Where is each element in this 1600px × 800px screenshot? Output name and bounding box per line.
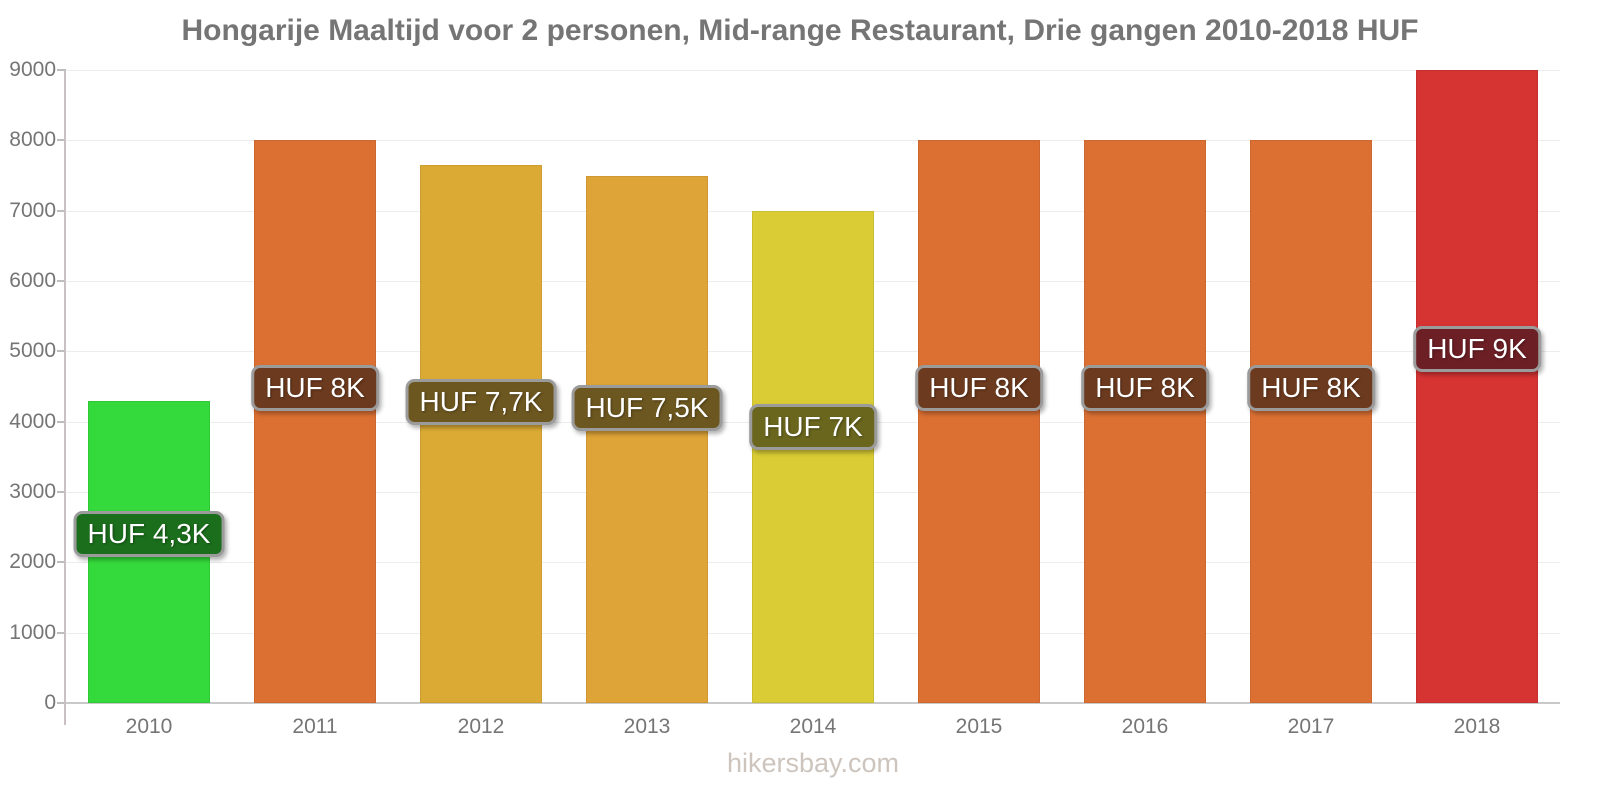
x-tick-label-2018: 2018: [1453, 715, 1501, 738]
y-tick-label-8000: 8000: [9, 128, 56, 152]
bar-2015[interactable]: [918, 140, 1040, 703]
bar-value-label-2016: HUF 8K: [1081, 364, 1209, 411]
x-tick-label-2017: 2017: [1287, 715, 1335, 738]
bar-2014[interactable]: [752, 210, 874, 703]
gridline-9000: [66, 70, 1560, 71]
y-axis-line: [64, 70, 66, 725]
bar-value-label-2018: HUF 9K: [1413, 325, 1541, 372]
x-tick-label-2012: 2012: [457, 715, 505, 738]
y-axis-tick-0: [57, 702, 66, 704]
bar-2013[interactable]: [586, 175, 708, 703]
gridline-8000: [66, 140, 1560, 142]
y-tick-label-3000: 3000: [9, 480, 56, 503]
bar-value-label-2010: HUF 4,3K: [73, 510, 225, 557]
bar-value-label-2017: HUF 8K: [1247, 364, 1375, 411]
y-tick-label-0: 0: [44, 691, 56, 714]
y-tick-label-2000: 2000: [9, 550, 56, 574]
bar-2018[interactable]: [1416, 70, 1538, 703]
x-tick-label-2011: 2011: [292, 715, 338, 738]
x-tick-label-2013: 2013: [623, 715, 671, 738]
bar-value-label-2013: HUF 7,5K: [571, 384, 723, 431]
y-tick-label-9000: 9000: [9, 58, 56, 81]
y-axis-tick-8000: [57, 139, 66, 142]
x-axis-baseline: [66, 702, 1560, 704]
y-tick-label-6000: 6000: [9, 269, 56, 292]
x-tick-label-2016: 2016: [1121, 715, 1169, 738]
chart-title: Hongarije Maaltijd voor 2 personen, Mid-…: [181, 14, 1419, 47]
bar-2012[interactable]: [420, 164, 542, 703]
bar-2011[interactable]: [254, 140, 376, 703]
bar-value-label-2012: HUF 7,7K: [405, 378, 557, 425]
watermark: hikersbay.com: [726, 748, 900, 778]
x-tick-label-2014: 2014: [789, 715, 837, 738]
bar-value-label-2011: HUF 8K: [251, 364, 379, 411]
bar-2016[interactable]: [1084, 140, 1206, 703]
bar-value-label-2014: HUF 7K: [749, 404, 877, 451]
y-axis-tick-6000: [57, 280, 66, 282]
y-axis-tick-7000: [57, 209, 66, 212]
y-tick-label-1000: 1000: [9, 620, 56, 644]
y-axis-tick-5000: [57, 350, 66, 353]
y-tick-label-4000: 4000: [9, 409, 56, 433]
y-tick-label-5000: 5000: [9, 339, 56, 363]
y-axis-tick-2000: [57, 561, 66, 564]
y-axis-tick-1000: [57, 631, 66, 634]
y-axis-tick-4000: [57, 420, 66, 423]
bar-value-label-2015: HUF 8K: [915, 364, 1043, 411]
y-axis-tick-3000: [57, 491, 66, 493]
x-tick-label-2010: 2010: [125, 715, 173, 738]
x-tick-label-2015: 2015: [955, 715, 1003, 738]
y-tick-label-7000: 7000: [9, 198, 56, 222]
y-axis-tick-9000: [57, 69, 66, 71]
bar-2017[interactable]: [1250, 140, 1372, 703]
